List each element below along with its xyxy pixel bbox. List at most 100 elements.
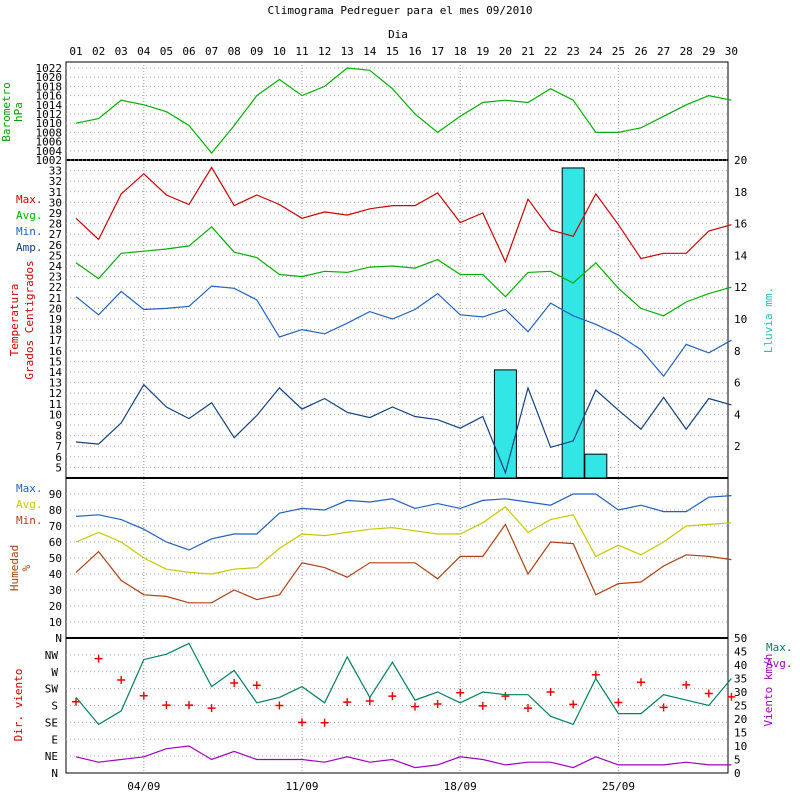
week-label: 18/09 [444,780,477,793]
y-axis-unit: hPa [12,102,25,122]
y-tick-label: 6 [55,451,62,464]
direction-tick-label: N [51,767,58,780]
day-label: 08 [228,45,241,58]
day-label: 18 [454,45,467,58]
y-tick-label: 1012 [36,108,63,121]
plot-frame [65,61,729,774]
y2-tick-label: 40 [734,659,747,672]
day-label: 22 [544,45,557,58]
rain-bar [561,167,585,479]
wind-direction-marker [207,704,216,713]
y-tick-label: 70 [49,520,62,533]
week-label: 25/09 [602,780,635,793]
wind-direction-marker [727,692,736,701]
day-label: 17 [431,45,444,58]
y-tick-label: 1002 [36,154,63,167]
week-labels: 04/09 11/09 18/09 25/09 [127,780,635,793]
y2-tick-label: 10 [734,313,747,326]
y2-tick-label: 35 [734,673,747,686]
y-tick-label: 1022 [36,62,63,75]
day-labels: 01 02 03 04 05 06 07 08 09 10 11 12 13 14 15 16 17 18 19 20… [69,45,738,58]
wind-direction-marker [388,692,397,701]
wind-direction-marker [320,718,329,727]
y-tick-label: 24 [49,260,63,273]
day-label: 06 [182,45,195,58]
day-label: 26 [634,45,647,58]
wind-direction-marker [501,692,510,701]
wind-direction-marker [704,689,713,698]
rain-bar [493,369,517,479]
y-tick-label: 30 [49,584,62,597]
y-tick-label: 1016 [36,90,63,103]
wind-direction-marker [569,700,578,709]
day-label: 10 [273,45,286,58]
day-label: 25 [612,45,625,58]
y2-tick-label: 5 [734,754,741,767]
y-axis-unit: Grados Centigrados [23,260,36,379]
amp-temp-line [75,383,732,475]
wind-direction-marker [546,688,555,696]
chart-title: Climograma Pedreguer para el mes 09/2010 [268,4,533,17]
direction-tick-label: SW [45,683,59,696]
y-tick-label: 80 [49,504,62,517]
y-tick-label: 1008 [36,126,63,139]
y2-tick-label: 6 [734,377,741,390]
y-tick-label: 9 [55,419,62,432]
y-tick-label: 15 [49,355,62,368]
y-axis-label: Barometro [0,82,13,142]
legend-item: Min. [16,225,43,238]
day-label: 01 [69,45,82,58]
y2-tick-label: 10 [734,740,747,753]
direction-tick-label: NE [45,750,58,763]
wind-direction-marker [343,698,352,707]
y-axis-label: Humedad [8,545,21,591]
wind-direction-marker [524,704,532,713]
avg-humidity-line [75,505,732,575]
y-tick-label: 19 [49,313,62,326]
legend-item: Avg. [16,498,43,511]
wind-direction-marker [275,701,284,710]
day-label: 23 [567,45,580,58]
y-tick-label: 14 [49,366,63,379]
y2-tick-label: 16 [734,218,747,231]
y2-tick-label: 45 [734,646,747,659]
y2-axis-label: Lluvia mm. [762,287,775,353]
direction-tick-label: W [51,666,58,679]
y-tick-label: 33 [49,165,62,178]
y-tick-label: 7 [55,440,62,453]
y-tick-label: 28 [49,218,62,231]
y-tick-label: 50 [49,552,62,565]
y-tick-label: 20 [49,600,62,613]
wind-direction-marker [94,654,103,663]
y-tick-label: 30 [49,196,62,209]
day-label: 27 [657,45,670,58]
y-tick-label: 20 [49,302,62,315]
pressure-line [75,67,732,155]
y-tick-label: 12 [49,387,62,400]
wind-direction-marker [411,702,419,711]
wind-direction-marker [682,680,691,689]
y-tick-label: 1014 [36,99,63,112]
y2-tick-label: 15 [734,727,747,740]
wind-direction-marker [659,703,668,712]
wind-direction-marker [478,701,487,710]
legend-item: Max. [16,193,43,206]
day-label: 30 [725,45,738,58]
wind-direction-marker [614,698,623,707]
y-tick-label: 23 [49,271,62,284]
y2-tick-label: 4 [734,408,741,421]
y-tick-label: 27 [49,228,62,241]
week-label: 04/09 [127,780,160,793]
max-humidity-line [75,493,732,551]
legend-item: Amp. [16,241,43,254]
day-label: 15 [386,45,399,58]
y-axis-label: Dir. viento [12,669,25,742]
max-temp-line [75,166,732,264]
wind-direction-marker [433,700,442,708]
temperatura-panel: 5678910111213141516171819202122232425262… [8,154,775,479]
y2-tick-label: 50 [734,632,747,645]
y-tick-label: 17 [49,334,62,347]
min-humidity-line [75,523,732,604]
